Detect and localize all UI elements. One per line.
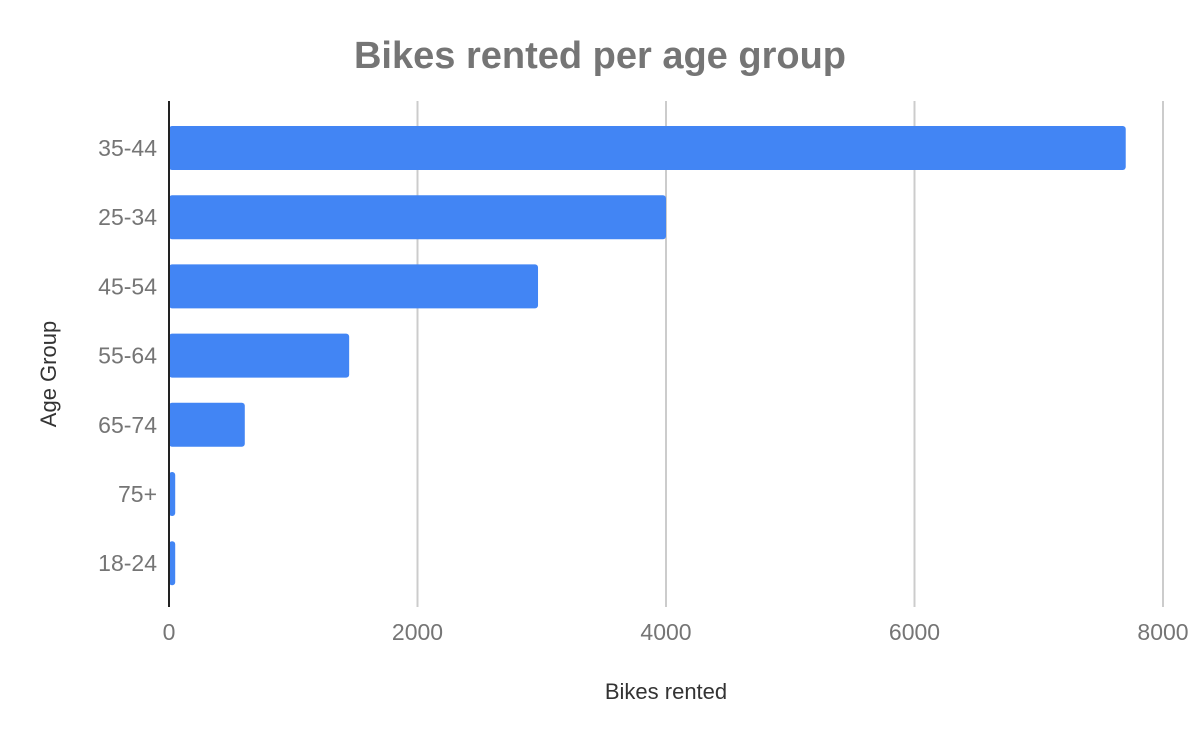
bar-18-24 [169, 541, 176, 586]
y-tick-label: 18-24 [98, 550, 157, 576]
gridlines [416, 101, 1164, 607]
bar-45-54 [169, 264, 539, 309]
x-tick-label: 0 [163, 619, 176, 645]
y-tick-labels: 35-44 25-34 45-54 55-64 65-74 75+ 18-24 [98, 135, 157, 576]
y-tick-label: 65-74 [98, 412, 157, 438]
x-tick-label: 8000 [1137, 619, 1188, 645]
x-axis-title: Bikes rented [605, 679, 727, 704]
bars [169, 126, 1126, 586]
y-tick-label: 35-44 [98, 135, 157, 161]
bar-75+ [169, 472, 176, 516]
chart-title: Bikes rented per age group [354, 35, 846, 77]
x-tick-label: 4000 [640, 619, 691, 645]
bar-35-44 [169, 126, 1126, 170]
y-tick-label: 75+ [118, 481, 157, 507]
y-tick-label: 45-54 [98, 273, 157, 299]
x-tick-label: 2000 [392, 619, 443, 645]
y-tick-label: 25-34 [98, 204, 157, 230]
bar-25-34 [169, 195, 666, 240]
x-tick-labels: 0 2000 4000 6000 8000 [163, 619, 1189, 645]
bar-55-64 [169, 333, 350, 378]
y-tick-label: 55-64 [98, 343, 157, 369]
bar-65-74 [169, 402, 245, 447]
y-axis-title: Age Group [36, 321, 61, 427]
x-tick-label: 6000 [889, 619, 940, 645]
